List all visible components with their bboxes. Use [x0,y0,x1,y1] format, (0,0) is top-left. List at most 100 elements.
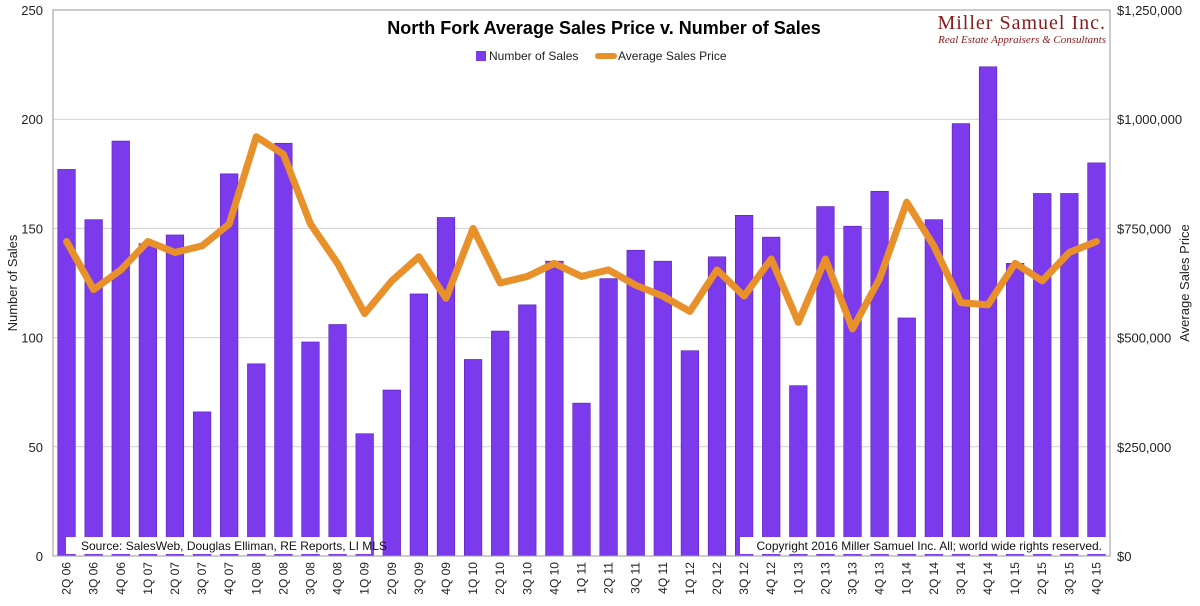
bar-number-of-sales [951,123,971,557]
chart-title: North Fork Average Sales Price v. Number… [387,18,821,38]
bar-number-of-sales [870,190,889,557]
x-tick-label: 2Q 07 [168,562,182,595]
bar-number-of-sales [545,260,564,557]
point-average-sales-price [931,243,936,248]
point-average-sales-price [525,274,530,279]
x-tick-label: 3Q 07 [195,562,209,595]
x-tick-label: 4Q 07 [222,562,236,595]
bar-number-of-sales [1006,263,1025,557]
bar-number-of-sales [518,304,537,557]
x-tick-label: 3Q 08 [303,562,317,595]
point-average-sales-price [796,320,801,325]
point-average-sales-price [904,200,909,205]
bar-number-of-sales [165,234,185,557]
x-tick-label: 1Q 12 [683,562,697,595]
bar-number-of-sales [274,142,293,557]
point-average-sales-price [986,302,991,307]
point-average-sales-price [1067,250,1072,255]
x-tick-label: 4Q 09 [439,562,453,595]
x-tick-label: 1Q 08 [249,562,263,595]
point-average-sales-price [335,261,340,266]
y2-tick-label: $1,000,000 [1117,112,1182,127]
point-average-sales-price [877,276,882,281]
legend-label-average-sales-price: Average Sales Price [618,49,727,63]
x-axis-ticks: 2Q 06 3Q 06 4Q 06 1Q 07 2Q 07 3Q 07 4Q 07 1Q 08… [60,562,1104,595]
point-average-sales-price [633,283,638,288]
point-average-sales-price [200,243,205,248]
bar-number-of-sales [328,324,347,557]
plot-frame [52,9,1111,557]
x-tick-label: 1Q 14 [900,562,914,595]
point-average-sales-price [958,300,963,305]
x-tick-label: 2Q 11 [602,562,616,594]
source-note-box: Source: SalesWeb, Douglas Elliman, RE Re… [66,537,387,554]
legend-swatch-number-of-sales [476,51,486,61]
y2-tick-label: $750,000 [1117,221,1171,236]
point-average-sales-price [660,294,665,299]
bar-number-of-sales [735,214,754,557]
point-average-sales-price [552,261,557,266]
point-average-sales-price [850,326,855,331]
bar-number-of-sales [301,341,320,557]
bar-number-of-sales [978,66,998,557]
x-tick-label: 3Q 13 [846,562,860,595]
point-average-sales-price [118,267,123,272]
bar-series [57,66,1106,557]
y-tick-label: 50 [29,440,43,455]
point-average-sales-price [443,296,448,301]
point-average-sales-price [389,278,394,283]
y-tick-label: 0 [36,549,43,564]
x-tick-label: 2Q 10 [493,562,507,595]
bar-number-of-sales [463,359,483,557]
bar-number-of-sales [57,169,76,557]
point-average-sales-price [416,254,421,259]
brand-logo: Miller Samuel Inc. Real Estate Appraiser… [937,12,1106,46]
y-tick-label: 150 [21,221,43,236]
x-tick-label: 2Q 09 [385,562,399,595]
x-tick-label: 4Q 14 [981,562,995,595]
point-average-sales-price [742,294,747,299]
legend-label-number-of-sales: Number of Sales [489,49,578,63]
x-tick-label: 1Q 15 [1008,562,1022,595]
y2-axis-ticks: $0 $250,000 $500,000 $750,000 $1,000,000 $1,2… [1117,3,1182,564]
x-tick-label: 1Q 11 [575,562,589,594]
x-tick-label: 1Q 07 [141,562,155,595]
bar-number-of-sales [626,249,645,557]
point-average-sales-price [823,256,828,261]
x-tick-label: 3Q 14 [954,562,968,595]
bar-number-of-sales [192,411,212,557]
bar-number-of-sales [247,363,266,557]
point-average-sales-price [281,152,286,157]
x-tick-label: 4Q 15 [1089,562,1103,595]
bar-number-of-sales [897,317,916,557]
x-tick-label: 4Q 12 [764,562,778,595]
x-tick-label: 2Q 13 [818,562,832,595]
point-average-sales-price [362,311,367,316]
x-tick-label: 4Q 06 [114,562,128,595]
point-average-sales-price [91,287,96,292]
bar-number-of-sales [111,140,130,557]
x-tick-label: 3Q 15 [1062,562,1076,595]
x-tick-label: 3Q 11 [629,562,643,594]
line-series [63,133,1100,333]
x-tick-label: 4Q 11 [656,562,670,594]
y2-tick-label: $0 [1117,549,1131,564]
x-tick-label: 3Q 09 [412,562,426,595]
point-average-sales-price [64,239,69,244]
bar-number-of-sales [84,219,103,557]
bar-number-of-sales [572,402,591,557]
copyright-note-box: Copyright 2016 Miller Samuel Inc. All; w… [740,537,1106,554]
legend: Number of Sales Average Sales Price [476,49,727,63]
y-tick-label: 100 [21,331,43,346]
point-average-sales-price [1040,278,1045,283]
y-tick-label: 250 [21,3,43,18]
y2-axis-label: Average Sales Price [1177,224,1192,342]
point-average-sales-price [1013,261,1018,266]
x-tick-label: 1Q 09 [358,562,372,595]
x-tick-label: 2Q 12 [710,562,724,595]
x-tick-label: 3Q 06 [87,562,101,595]
point-average-sales-price [227,222,232,227]
x-tick-label: 1Q 10 [466,562,480,595]
bar-number-of-sales [924,219,943,557]
point-average-sales-price [172,250,177,255]
